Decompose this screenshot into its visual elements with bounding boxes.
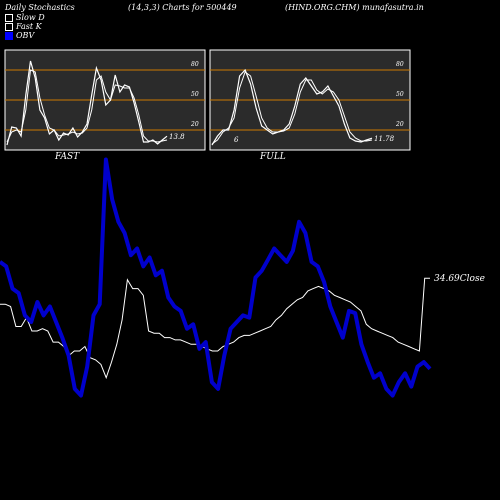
fast-series-slow-d — [6, 69, 168, 143]
fast-k-swatch — [5, 23, 13, 31]
legend-item-obv: OBV — [5, 31, 45, 40]
header-symbol: (HIND.ORG.CHM) munafasutra.in — [285, 3, 424, 12]
legend-item-fast-k: Fast K — [5, 22, 45, 31]
full-panel-title: FULL — [260, 152, 286, 162]
full-ytick-50: 50 — [396, 91, 404, 98]
obv-swatch — [5, 32, 13, 40]
obv-line — [0, 157, 432, 398]
fast-last-value-label: 13.8 — [169, 133, 185, 141]
full-side-label: 6 — [234, 136, 239, 144]
fast-ytick-80: 80 — [191, 61, 199, 68]
full-ytick-80: 80 — [396, 61, 404, 68]
header-params: (14,3,3) Charts for 500449 — [128, 3, 237, 12]
full-last-value-label: 11.78 — [374, 135, 395, 143]
header-left: Daily Stochastics — [5, 3, 75, 12]
fast-panel-title: FAST — [55, 152, 80, 162]
full-ytick-20: 20 — [395, 121, 404, 128]
full-series-fast-k — [211, 68, 373, 146]
close-last-value-label: 34.69Close — [434, 274, 485, 284]
fast-series-fast-k — [6, 60, 168, 146]
fast-ytick-20: 20 — [190, 121, 199, 128]
legend-item-slow-d: Slow D — [5, 13, 45, 22]
full-series-slow-d — [211, 71, 373, 145]
close-price-line — [0, 277, 430, 380]
legend: Slow D Fast K OBV — [5, 13, 45, 40]
slow-d-swatch — [5, 14, 13, 22]
fast-ytick-50: 50 — [191, 91, 199, 98]
